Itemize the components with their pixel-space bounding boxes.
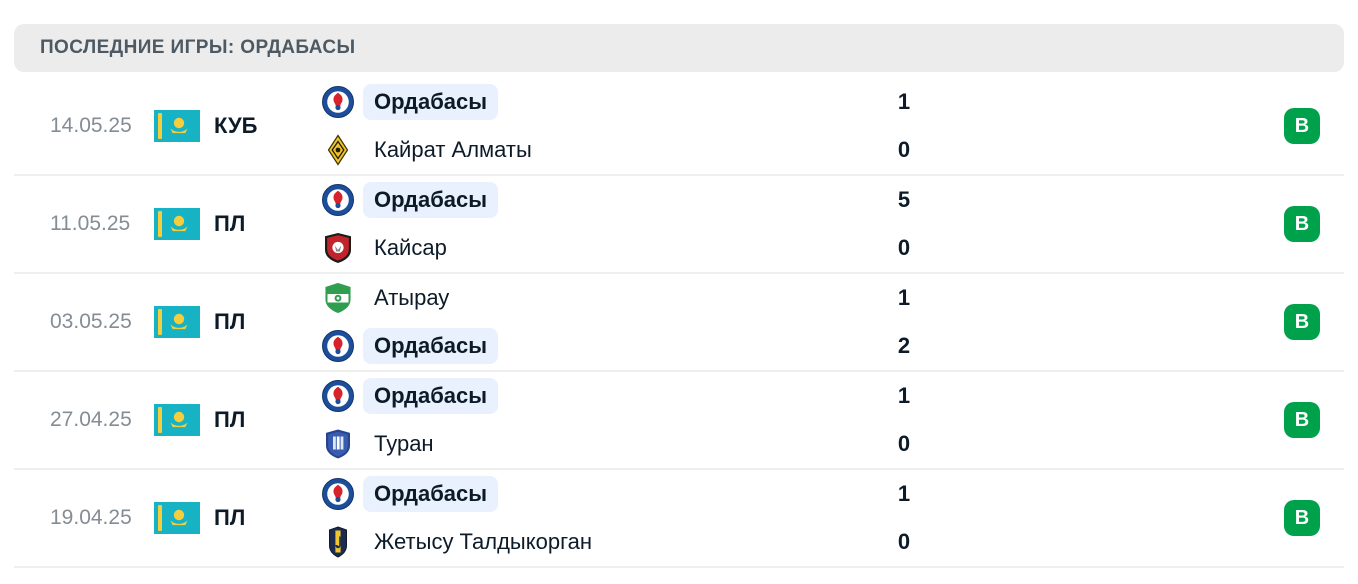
competition-cell: ПЛ: [154, 502, 322, 534]
match-row[interactable]: 11.05.25 ПЛ Ордабасы Кайсар 5 0 В: [14, 176, 1344, 274]
away-team-name: Жетысу Талдыкорган: [374, 529, 592, 554]
away-team-score: 0: [897, 529, 911, 554]
match-row[interactable]: 19.04.25 ПЛ Ордабасы Жетысу Талдыкорган …: [14, 470, 1344, 568]
home-team-score: 1: [897, 285, 911, 310]
result-badge: В: [1284, 500, 1320, 536]
score-cell: 1 2: [844, 274, 964, 370]
match-row[interactable]: 27.04.25 ПЛ Ордабасы Туран 1 0 В: [14, 372, 1344, 470]
competition-label: ПЛ: [214, 505, 246, 530]
kazakhstan-flag-icon: [154, 502, 200, 534]
home-team-name: Ордабасы: [363, 84, 499, 120]
match-date: 14.05.25: [50, 114, 132, 137]
away-team-line: Жетысу Талдыкорган: [322, 518, 844, 566]
match-date: 03.05.25: [50, 310, 132, 333]
home-team-logo-icon: [322, 380, 354, 412]
away-team-logo-icon: [322, 232, 354, 264]
home-team-line: Ордабасы: [322, 372, 844, 420]
away-team-logo-icon: [322, 428, 354, 460]
home-team-logo-icon: [322, 184, 354, 216]
home-team-name: Ордабасы: [363, 182, 499, 218]
home-team-line: Атырау: [322, 274, 844, 322]
result-badge: В: [1284, 108, 1320, 144]
match-date: 27.04.25: [50, 408, 132, 431]
teams-cell: Ордабасы Кайсар: [322, 176, 844, 272]
home-team-logo-icon: [322, 282, 354, 314]
teams-cell: Ордабасы Кайрат Алматы: [322, 78, 844, 174]
competition-cell: ПЛ: [154, 306, 322, 338]
away-team-line: Ордабасы: [322, 322, 844, 370]
teams-cell: Ордабасы Жетысу Талдыкорган: [322, 470, 844, 566]
recent-games-widget: ПОСЛЕДНИЕ ИГРЫ: ОРДАБАСЫ 14.05.25 КУБ Ор…: [14, 24, 1344, 568]
result-badge: В: [1284, 402, 1320, 438]
competition-cell: ПЛ: [154, 404, 322, 436]
away-team-line: Туран: [322, 420, 844, 468]
competition-label: ПЛ: [214, 211, 246, 236]
match-row[interactable]: 03.05.25 ПЛ Атырау Ордабасы 1 2 В: [14, 274, 1344, 372]
away-team-name: Кайрат Алматы: [374, 137, 532, 162]
kazakhstan-flag-icon: [154, 306, 200, 338]
home-team-line: Ордабасы: [322, 470, 844, 518]
home-team-name: Ордабасы: [363, 378, 499, 414]
home-team-score: 1: [897, 383, 911, 408]
away-team-score: 0: [897, 431, 911, 456]
score-cell: 1 0: [844, 470, 964, 566]
kazakhstan-flag-icon: [154, 404, 200, 436]
score-cell: 5 0: [844, 176, 964, 272]
match-date: 11.05.25: [50, 212, 131, 235]
teams-cell: Ордабасы Туран: [322, 372, 844, 468]
home-team-score: 1: [897, 89, 911, 114]
match-date: 19.04.25: [50, 506, 132, 529]
score-cell: 1 0: [844, 372, 964, 468]
away-team-name: Ордабасы: [363, 328, 499, 364]
competition-cell: КУБ: [154, 110, 322, 142]
home-team-logo-icon: [322, 86, 354, 118]
away-team-logo-icon: [322, 134, 354, 166]
away-team-logo-icon: [322, 526, 354, 558]
match-row[interactable]: 14.05.25 КУБ Ордабасы Кайрат Алматы 1 0 …: [14, 78, 1344, 176]
home-team-name: Ордабасы: [363, 476, 499, 512]
matches-list: 14.05.25 КУБ Ордабасы Кайрат Алматы 1 0 …: [14, 78, 1344, 568]
kazakhstan-flag-icon: [154, 208, 200, 240]
away-team-line: Кайрат Алматы: [322, 126, 844, 174]
home-team-name: Атырау: [374, 285, 450, 310]
away-team-name: Кайсар: [374, 235, 447, 260]
kazakhstan-flag-icon: [154, 110, 200, 142]
away-team-line: Кайсар: [322, 224, 844, 272]
away-team-score: 0: [897, 137, 911, 162]
competition-label: ПЛ: [214, 309, 246, 334]
away-team-name: Туран: [374, 431, 434, 456]
away-team-score: 0: [897, 235, 911, 260]
competition-label: КУБ: [214, 113, 258, 138]
home-team-logo-icon: [322, 478, 354, 510]
away-team-logo-icon: [322, 330, 354, 362]
section-header: ПОСЛЕДНИЕ ИГРЫ: ОРДАБАСЫ: [14, 24, 1344, 72]
result-badge: В: [1284, 304, 1320, 340]
home-team-line: Ордабасы: [322, 176, 844, 224]
result-badge: В: [1284, 206, 1320, 242]
away-team-score: 2: [897, 333, 911, 358]
section-title: ПОСЛЕДНИЕ ИГРЫ: ОРДАБАСЫ: [40, 37, 356, 58]
home-team-score: 1: [897, 481, 911, 506]
teams-cell: Атырау Ордабасы: [322, 274, 844, 370]
home-team-line: Ордабасы: [322, 78, 844, 126]
competition-cell: ПЛ: [154, 208, 322, 240]
score-cell: 1 0: [844, 78, 964, 174]
home-team-score: 5: [897, 187, 911, 212]
competition-label: ПЛ: [214, 407, 246, 432]
